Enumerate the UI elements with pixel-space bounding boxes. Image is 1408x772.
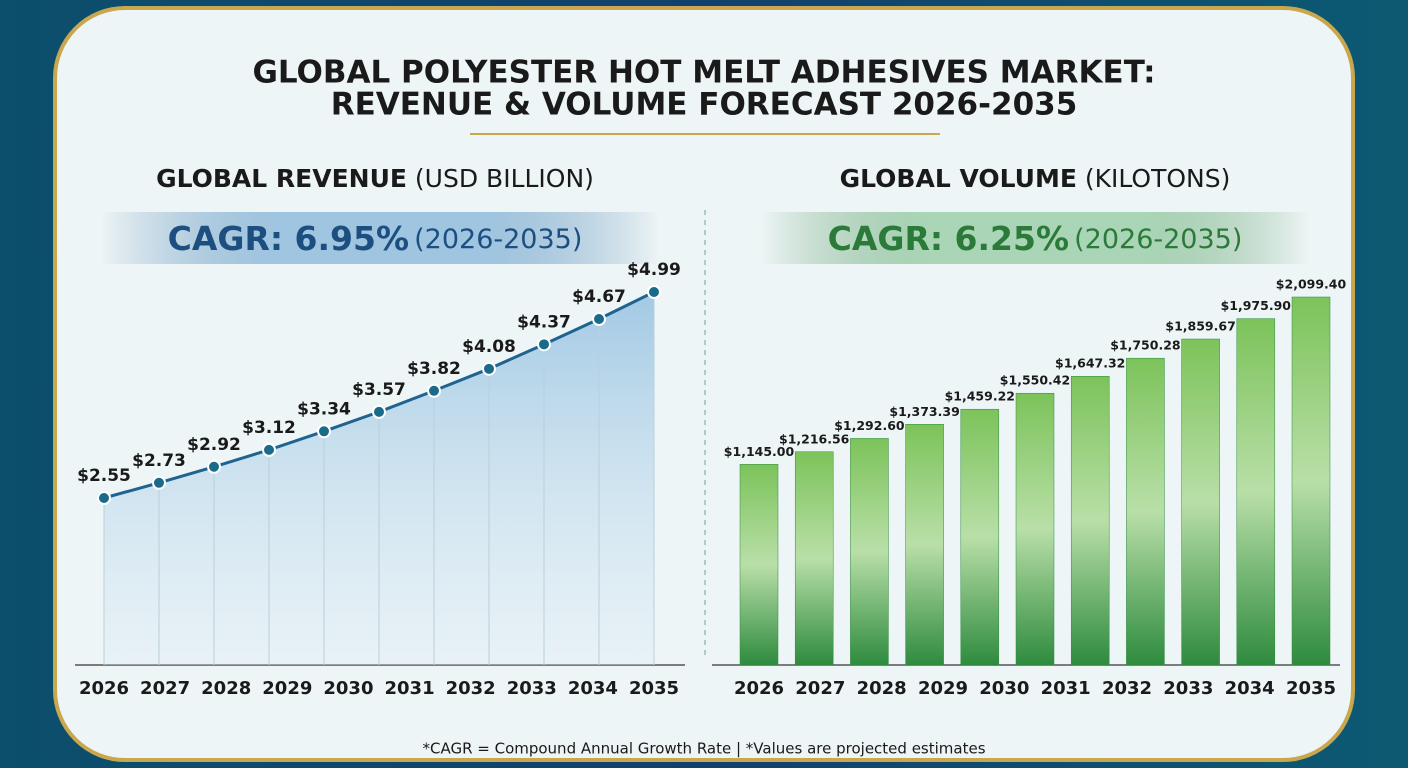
x-tick-label: 2033 [507,678,557,699]
point [152,475,166,490]
x-tick-label: 2026 [79,678,129,699]
footnote: *CAGR = Compound Annual Growth Rate | *V… [422,740,985,758]
point [317,424,331,439]
x-tick-label: 2026 [734,678,784,699]
x-tick-label: 2029 [262,678,312,699]
title: GLOBAL POLYESTER HOT MELT ADHESIVES MARK… [252,55,1155,91]
x-tick-label: 2030 [979,678,1029,699]
heading-unit: (USD BILLION) [415,164,594,193]
point [372,404,386,419]
data-label: $2.73 [132,451,186,471]
chart-heading: GLOBAL VOLUME (KILOTONS) [840,164,1231,193]
point [97,491,111,505]
cagr-period: (2026-2035) [1074,224,1242,255]
x-tick-label: 2033 [1163,678,1213,699]
cagr: CAGR: 6.25% (2026-2035) [828,219,1243,258]
x-tick-label: 2030 [323,678,373,699]
x-tick-label: 2032 [446,678,496,699]
x-tick-label: 2032 [1102,678,1152,699]
data-label: $3.34 [297,399,351,419]
x-tick-label: 2031 [1041,678,1091,699]
point [592,312,606,327]
x-tick-label: 2028 [201,678,251,699]
bar [1126,357,1165,666]
x-tick-label: 2028 [857,678,907,699]
heading-unit: (KILOTONS) [1085,164,1231,193]
bar [1181,338,1220,666]
cagr-value: CAGR: 6.95% [168,219,409,258]
data-label: $1,550.42 [1000,373,1070,388]
data-label: $1,750.28 [1110,338,1180,353]
data-label: $2.92 [187,435,241,455]
data-label: $1,216.56 [779,431,850,446]
x-tick-label: 2027 [140,678,190,699]
cagr-value: CAGR: 6.25% [828,219,1069,258]
x-tick-label: 2027 [795,678,845,699]
point [537,337,551,352]
data-label: $1,373.39 [889,404,959,419]
cagr-band [100,212,660,264]
data-label: $4.99 [627,260,681,280]
point [482,361,496,376]
data-label: $1,459.22 [945,389,1015,404]
bar [794,451,834,666]
data-label: $3.82 [407,359,461,379]
cagr-period: (2026-2035) [414,224,582,255]
title: REVENUE & VOLUME FORECAST 2026-2035 [331,87,1078,123]
bar [1015,392,1055,666]
heading-bold: GLOBAL VOLUME [840,164,1077,193]
bar [1236,318,1276,666]
x-tick-label: 2029 [918,678,968,699]
data-label: $4.67 [572,287,626,307]
bar [905,424,944,666]
bar [1291,296,1331,666]
data-label: $4.08 [462,337,516,357]
point [262,442,276,457]
heading-bold: GLOBAL REVENUE [156,164,407,193]
data-label: $1,145.00 [724,444,795,459]
bar [739,464,779,666]
data-label: $1,292.60 [834,418,905,433]
data-label: $1,647.32 [1055,356,1125,371]
x-tick-label: 2034 [1225,678,1275,699]
cagr: CAGR: 6.95% (2026-2035) [168,219,583,258]
point [427,383,441,398]
bar [960,408,1000,666]
bar [1070,375,1110,666]
data-label: $2,099.40 [1276,277,1347,292]
cagr-band [760,212,1310,264]
data-label: $4.37 [517,312,571,332]
data-label: $1,975.90 [1221,298,1292,313]
chart-heading: GLOBAL REVENUE (USD BILLION) [156,164,594,193]
x-tick-label: 2035 [1286,678,1336,699]
x-tick-label: 2031 [385,678,435,699]
point [647,285,661,299]
x-tick-label: 2035 [629,678,679,699]
data-label: $3.57 [352,380,406,400]
bar [850,438,889,666]
point [207,459,221,474]
x-tick-label: 2034 [568,678,618,699]
data-label: $3.12 [242,418,296,438]
data-label: $1,859.67 [1165,319,1235,334]
data-label: $2.55 [77,466,131,486]
